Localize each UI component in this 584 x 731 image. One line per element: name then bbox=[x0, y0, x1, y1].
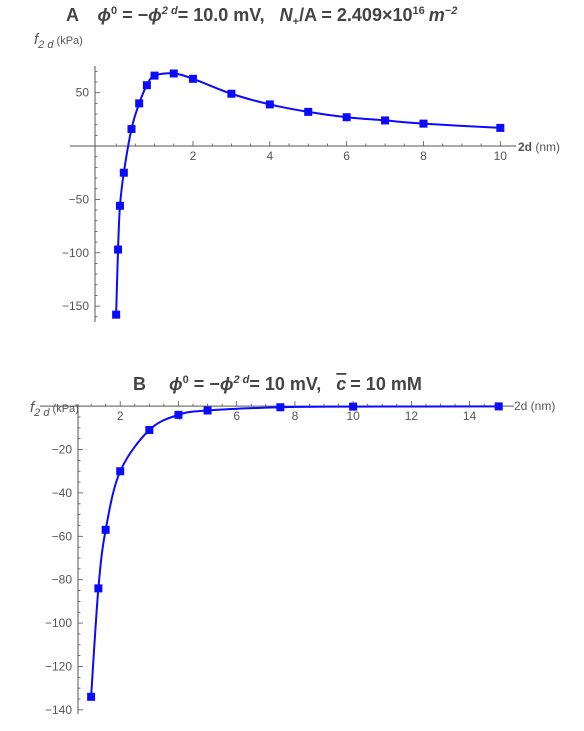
chart-a-data-point bbox=[115, 201, 124, 210]
chart-b-y-tick-label: −80 bbox=[52, 573, 73, 587]
chart-b-data-point bbox=[203, 406, 212, 415]
chart-a-x-tick-label: 2 bbox=[190, 149, 197, 163]
chart-a-data-point bbox=[304, 107, 313, 116]
chart-a-x-tick-label: 4 bbox=[266, 149, 273, 163]
chart-b-y-tick-label: −100 bbox=[45, 616, 72, 630]
chart-b-title: B ϕ0 = −ϕ2 d= 10 mV, c = 10 mM bbox=[133, 374, 422, 394]
chart-a-data-point bbox=[112, 310, 121, 319]
chart-b-data-point bbox=[174, 410, 183, 419]
chart-b-y-tick-label: −20 bbox=[52, 443, 73, 457]
chart-a-data-point bbox=[127, 124, 136, 133]
chart-b-y-tick-label: −140 bbox=[45, 703, 72, 717]
chart-b-x-tick-label: 10 bbox=[346, 409, 360, 423]
chart-b-x-tick-label: 8 bbox=[292, 409, 299, 423]
chart-b-data-point bbox=[94, 584, 103, 593]
chart-b-y-tick-label: −60 bbox=[52, 529, 73, 543]
chart-a-data-point bbox=[496, 123, 505, 132]
panel-a-label: A bbox=[66, 5, 79, 25]
chart-b-data-point bbox=[87, 692, 96, 701]
chart-a-xlabel: 2d (nm) bbox=[518, 140, 560, 154]
chart-b-y-tick-label: −120 bbox=[45, 659, 72, 673]
chart-b-x-tick-label: 2 bbox=[117, 409, 124, 423]
chart-b-data-point bbox=[101, 525, 110, 534]
chart-a-ylabel: f2 d (kPa) bbox=[34, 31, 83, 51]
chart-a-data-point bbox=[114, 245, 123, 254]
chart-a-x-tick-label: 6 bbox=[343, 149, 350, 163]
chart-b-plot: 2468101214−20−40−60−80−100−120−140 bbox=[40, 401, 514, 717]
chart-a-data-point bbox=[169, 69, 178, 78]
chart-a-data-point bbox=[135, 99, 144, 108]
chart-b-x-tick-label: 6 bbox=[233, 409, 240, 423]
chart-a-y-tick-label: 50 bbox=[76, 86, 90, 100]
chart-b-data-point bbox=[494, 402, 503, 411]
chart-b-data-point bbox=[276, 403, 285, 412]
chart-a-y-tick-label: −150 bbox=[62, 299, 89, 313]
chart-a-data-point bbox=[150, 71, 159, 80]
chart-b-ylabel: f2 d (kPa) bbox=[30, 399, 79, 419]
chart-a-data-point bbox=[119, 168, 128, 177]
chart-b-x-tick-label: 14 bbox=[463, 409, 477, 423]
chart-b-data-point bbox=[349, 402, 358, 411]
chart-a-data-point bbox=[227, 89, 236, 98]
chart-a-x-tick-label: 10 bbox=[494, 149, 508, 163]
chart-b-x-tick-label: 12 bbox=[405, 409, 419, 423]
chart-a-data-point bbox=[342, 113, 351, 122]
chart-b-data-point bbox=[145, 426, 154, 435]
chart-a-data-point bbox=[142, 81, 151, 90]
chart-b-data-point bbox=[116, 467, 125, 476]
chart-b-xlabel: 2d (nm) bbox=[514, 399, 555, 413]
chart-a-y-tick-label: −100 bbox=[62, 246, 89, 260]
chart-a-x-tick-label: 8 bbox=[420, 149, 427, 163]
chart-b-series-line bbox=[90, 405, 499, 697]
chart-a-data-point bbox=[419, 119, 428, 128]
chart-a-title: A ϕ0 = −ϕ2 d= 10.0 mV, N+/A = 2.409×1016… bbox=[66, 5, 457, 28]
chart-b-y-tick-label: −40 bbox=[52, 486, 73, 500]
panel-b-label: B bbox=[133, 374, 146, 394]
chart-a-y-tick-label: −50 bbox=[69, 192, 90, 206]
c-bar-symbol: c bbox=[336, 374, 346, 394]
chart-a-data-point bbox=[265, 100, 274, 109]
chart-a-data-point bbox=[381, 116, 390, 125]
chart-a-plot: 2 4 6 8 10 −150 −100 −50 50 bbox=[62, 66, 516, 322]
chart-a-data-point bbox=[188, 74, 197, 83]
